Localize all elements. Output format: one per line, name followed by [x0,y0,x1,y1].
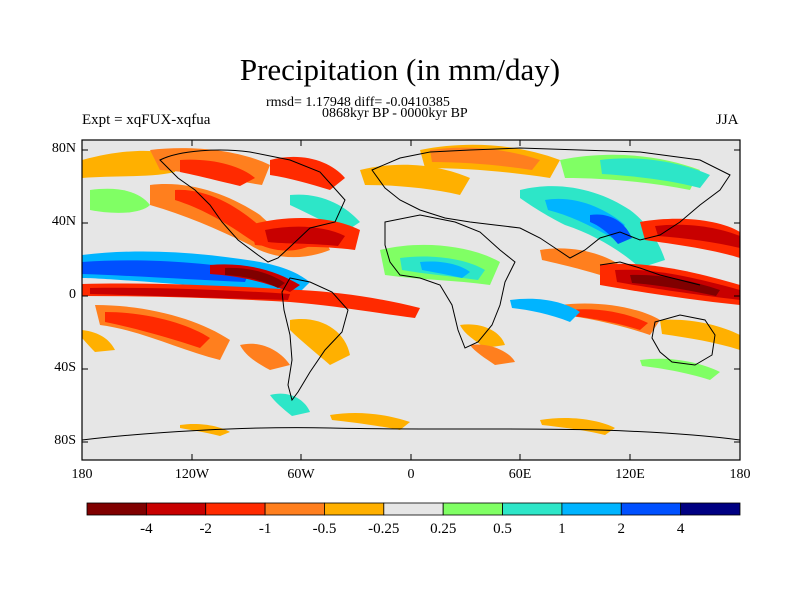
lat-tick-80s: 80S [54,433,76,448]
colorbar-label: -0.5 [312,521,337,537]
lat-tick-80n: 80N [51,141,76,156]
colorbar-swatch [205,502,266,516]
lon-tick-0: 0 [407,467,415,482]
colorbar-label: -1 [258,521,272,537]
lon-tick-60w: 60W [287,467,315,482]
period-subtitle: 0868kyr BP - 0000kyr BP [322,106,468,121]
colorbar-swatch [324,502,385,516]
precip-anomaly-field [82,140,740,460]
colorbar-swatch [86,502,147,516]
colorbar-swatch [620,502,682,516]
colorbar-swatch [442,502,503,516]
lon-tick-60e: 60E [508,467,532,482]
colorbar-label: -4 [140,521,153,537]
colorbar-swatch [502,502,563,516]
lat-tick-40n: 40N [51,214,76,229]
axis-ticks [81,140,741,460]
colorbar [86,502,741,516]
colorbar-label: 4 [676,521,685,537]
continent-outlines [82,147,740,441]
colorbar-label: -2 [199,521,212,537]
colorbar-swatch [145,502,207,516]
colorbar-label: 0.5 [493,521,512,537]
lat-tick-40s: 40S [54,360,76,375]
stats-subtitle: rmsd= 1.17948 diff= -0.0410385 [266,95,450,110]
lon-tick-180w: 180 [71,467,93,482]
lat-tick-0: 0 [69,287,76,302]
colorbar-swatch [383,502,444,516]
colorbar-label: 0.25 [430,521,457,537]
lon-tick-120w: 120W [174,467,210,482]
colorbar-swatch [561,502,622,516]
lon-tick-120e: 120E [615,467,645,482]
colorbar-label: 2 [617,521,626,537]
colorbar-swatch [680,502,741,516]
colorbar-label: -0.25 [368,521,400,537]
experiment-label: Expt = xqFUX-xqfua [82,112,211,128]
colorbar-swatch [264,502,325,516]
season-label: JJA [716,112,739,128]
lon-tick-180e: 180 [729,467,751,482]
colorbar-label: 1 [558,521,566,537]
plot-title: Precipitation (in mm/day) [239,52,561,87]
